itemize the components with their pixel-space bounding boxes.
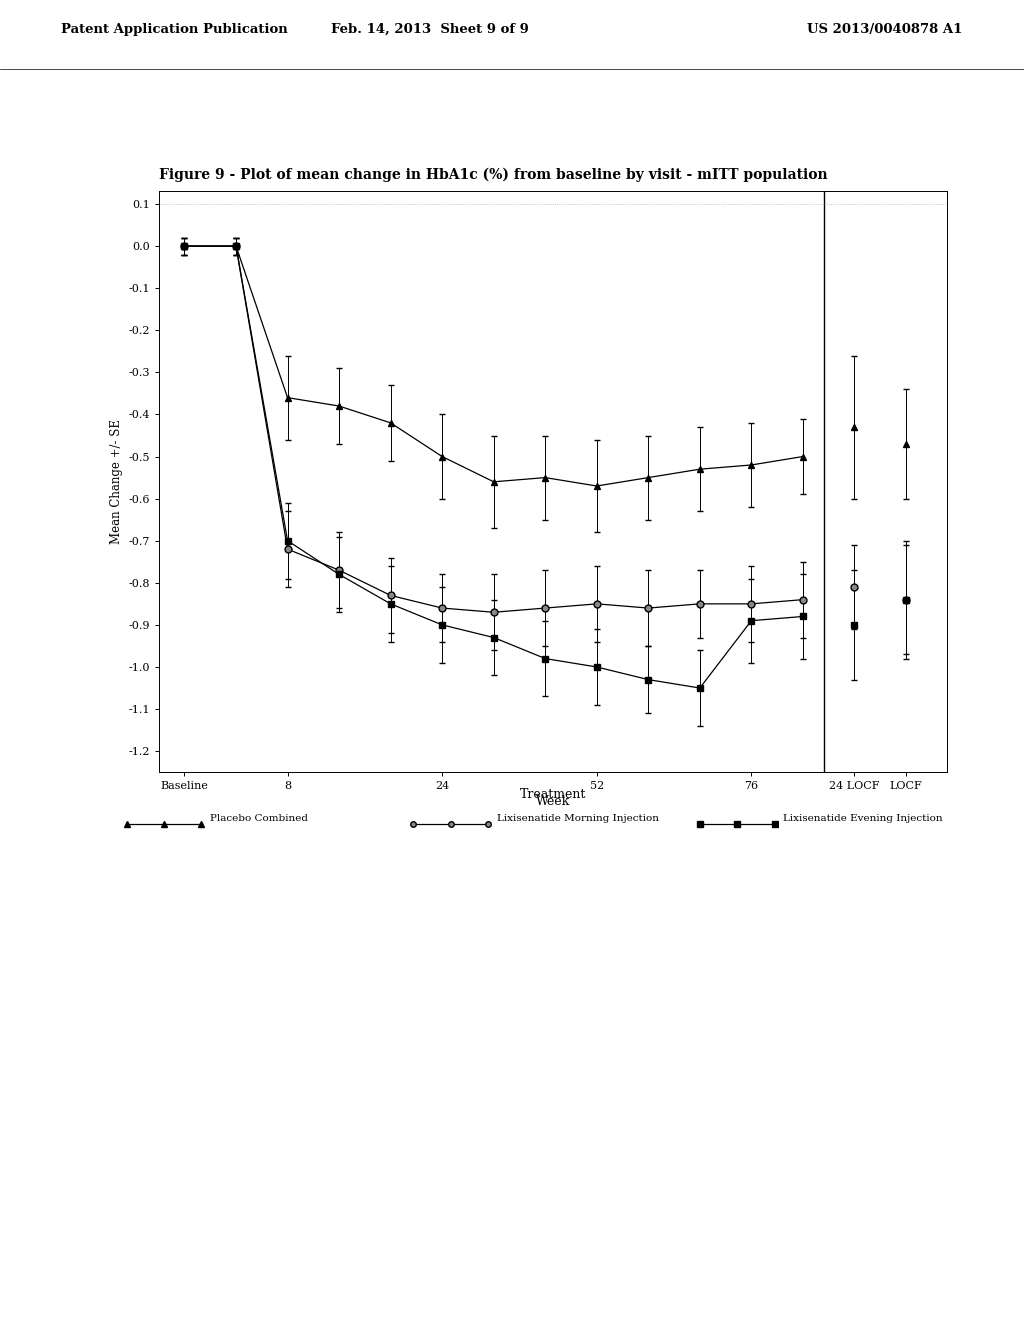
Text: Feb. 14, 2013  Sheet 9 of 9: Feb. 14, 2013 Sheet 9 of 9	[331, 22, 529, 36]
Text: Figure 9 - Plot of mean change in HbA1c (%) from baseline by visit - mITT popula: Figure 9 - Plot of mean change in HbA1c …	[159, 168, 827, 182]
X-axis label: Week: Week	[536, 796, 570, 808]
Text: Placebo Combined: Placebo Combined	[210, 814, 308, 822]
Text: Lixisenatide Morning Injection: Lixisenatide Morning Injection	[497, 814, 658, 822]
Text: Treatment: Treatment	[520, 788, 586, 801]
Text: Lixisenatide Evening Injection: Lixisenatide Evening Injection	[783, 814, 943, 822]
Text: Patent Application Publication: Patent Application Publication	[61, 22, 288, 36]
Text: US 2013/0040878 A1: US 2013/0040878 A1	[807, 22, 963, 36]
Y-axis label: Mean Change +/- SE: Mean Change +/- SE	[110, 420, 123, 544]
